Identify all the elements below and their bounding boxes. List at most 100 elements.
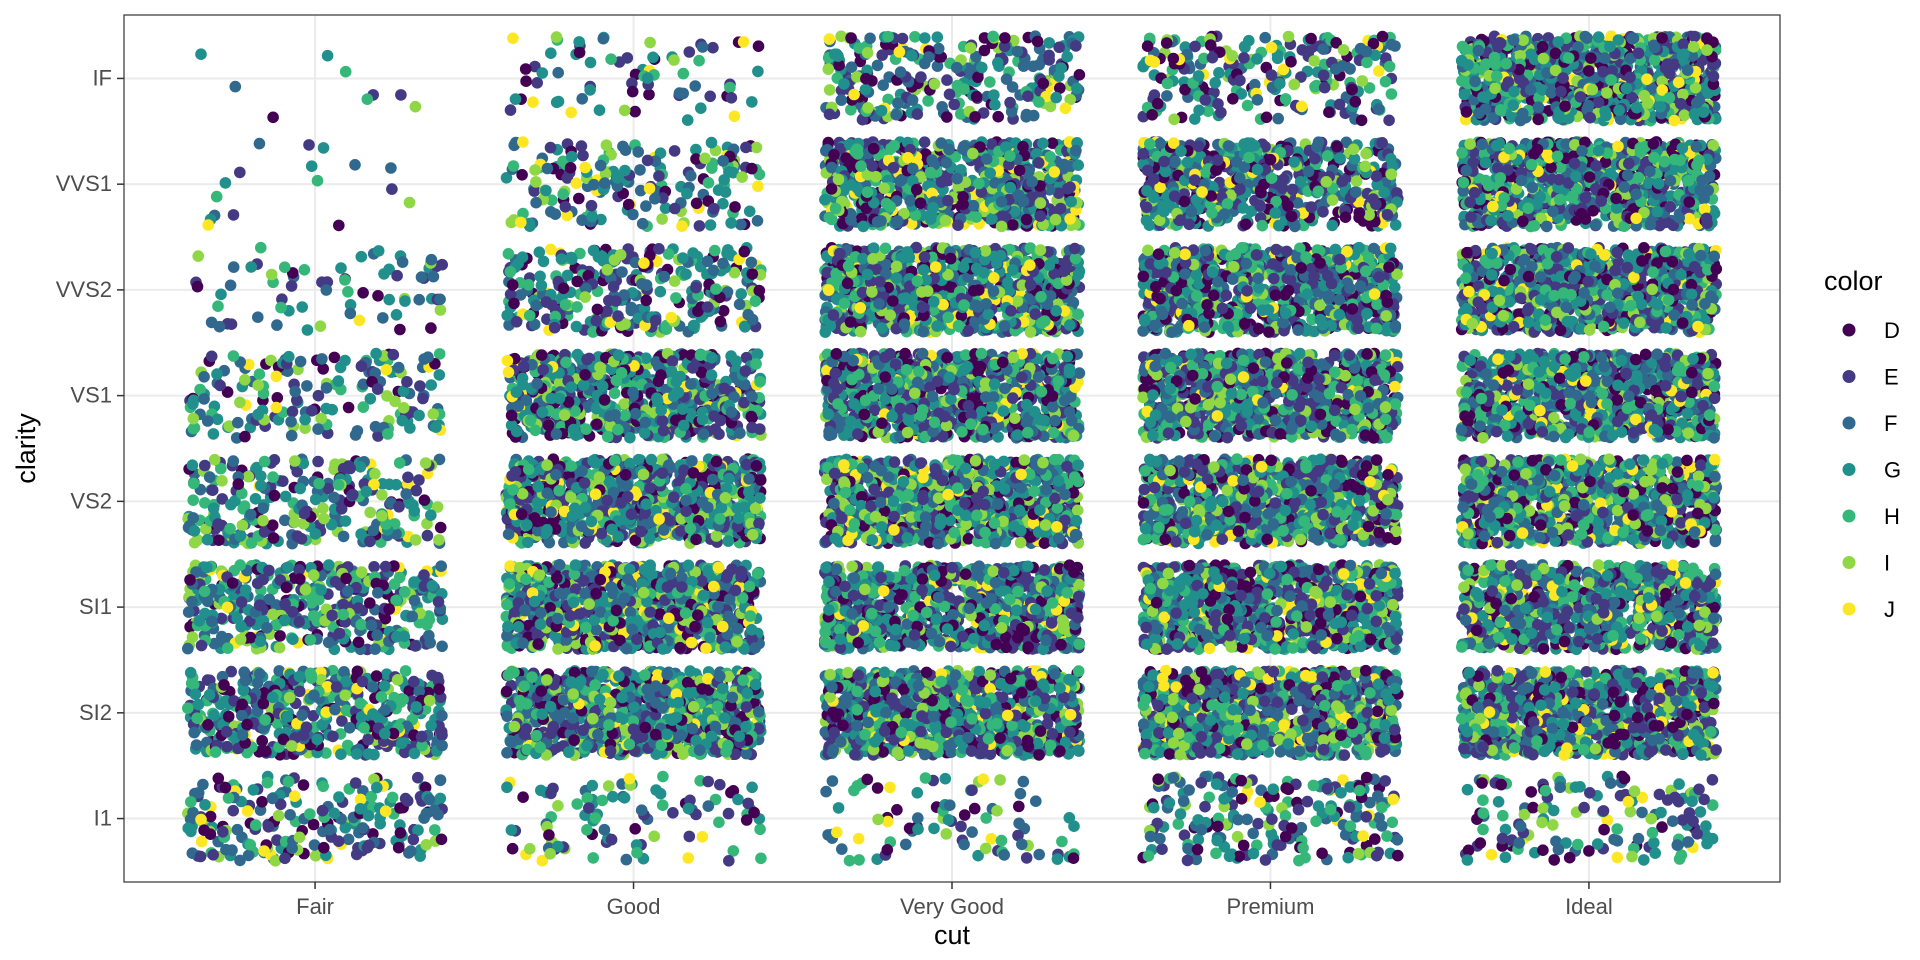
data-point (282, 711, 294, 723)
data-point (605, 697, 617, 709)
data-point (682, 677, 694, 689)
data-point (509, 721, 521, 733)
data-point (740, 721, 752, 733)
data-point (246, 537, 258, 549)
data-point (185, 667, 197, 679)
data-point (741, 459, 753, 471)
data-point (364, 536, 376, 548)
data-point (213, 773, 225, 785)
data-point (508, 667, 520, 679)
data-point (521, 394, 533, 406)
data-point (689, 621, 701, 633)
data-point (639, 669, 651, 681)
data-point (333, 835, 345, 847)
data-point (630, 408, 642, 420)
data-point (506, 410, 518, 422)
data-point (535, 685, 547, 697)
data-point (411, 485, 423, 497)
data-point (315, 413, 327, 425)
data-point (300, 584, 312, 596)
data-point (719, 712, 731, 724)
data-point (284, 809, 296, 821)
data-point (416, 271, 428, 283)
data-point (708, 581, 720, 593)
data-point (402, 795, 414, 807)
data-point (299, 264, 311, 276)
data-point (397, 256, 409, 268)
data-point (239, 374, 251, 386)
data-point (329, 808, 341, 820)
data-point (421, 808, 433, 820)
data-point (212, 518, 224, 530)
data-point (401, 376, 413, 388)
data-point (692, 609, 704, 621)
data-point (337, 609, 349, 621)
data-point (436, 259, 448, 271)
data-point (586, 666, 598, 678)
data-point (252, 409, 264, 421)
data-point (402, 472, 414, 484)
data-point (340, 573, 352, 585)
data-point (409, 748, 421, 760)
data-point (254, 138, 266, 150)
data-point (409, 595, 421, 607)
data-point (640, 722, 652, 734)
data-point (731, 502, 743, 514)
data-point (313, 594, 325, 606)
data-point (579, 369, 591, 381)
data-point (182, 702, 194, 714)
data-point (308, 569, 320, 581)
data-point (720, 641, 732, 653)
data-point (638, 469, 650, 481)
data-point (243, 471, 255, 483)
data-point (583, 598, 595, 610)
data-point (202, 415, 214, 427)
data-point (662, 581, 674, 593)
data-point (680, 495, 692, 507)
data-point (221, 726, 233, 738)
data-point (220, 177, 232, 189)
data-point (351, 748, 363, 760)
data-point (399, 586, 411, 598)
data-point (739, 379, 751, 391)
data-point (376, 691, 388, 703)
data-point (541, 459, 553, 471)
data-point (713, 817, 725, 829)
data-point (383, 603, 395, 615)
data-point (650, 729, 662, 741)
data-point (248, 784, 260, 796)
data-point (394, 457, 406, 469)
data-point (658, 524, 670, 536)
data-point (327, 731, 339, 743)
data-point (582, 792, 594, 804)
data-point (322, 50, 334, 62)
data-point (636, 804, 648, 816)
data-point (294, 671, 306, 683)
data-point (587, 455, 599, 467)
data-point (356, 566, 368, 578)
data-point (713, 562, 725, 574)
data-point (395, 827, 407, 839)
data-point (640, 417, 652, 429)
data-point (601, 495, 613, 507)
data-point (436, 834, 448, 846)
data-point (735, 571, 747, 583)
data-point (183, 606, 195, 618)
data-point (208, 709, 220, 721)
data-point (383, 294, 395, 306)
data-point (741, 687, 753, 699)
data-point (267, 692, 279, 704)
data-point (516, 508, 528, 520)
data-point (665, 568, 677, 580)
data-point (748, 807, 760, 819)
data-point (519, 728, 531, 740)
data-point (287, 633, 299, 645)
data-point (507, 843, 519, 855)
data-point (250, 819, 262, 831)
data-point (688, 467, 700, 479)
data-point (234, 397, 246, 409)
data-point (315, 320, 327, 332)
data-point (304, 808, 316, 820)
data-point (703, 800, 715, 812)
data-point (379, 728, 391, 740)
